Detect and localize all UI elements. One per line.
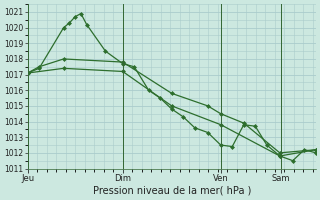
X-axis label: Pression niveau de la mer( hPa ): Pression niveau de la mer( hPa ): [92, 186, 251, 196]
